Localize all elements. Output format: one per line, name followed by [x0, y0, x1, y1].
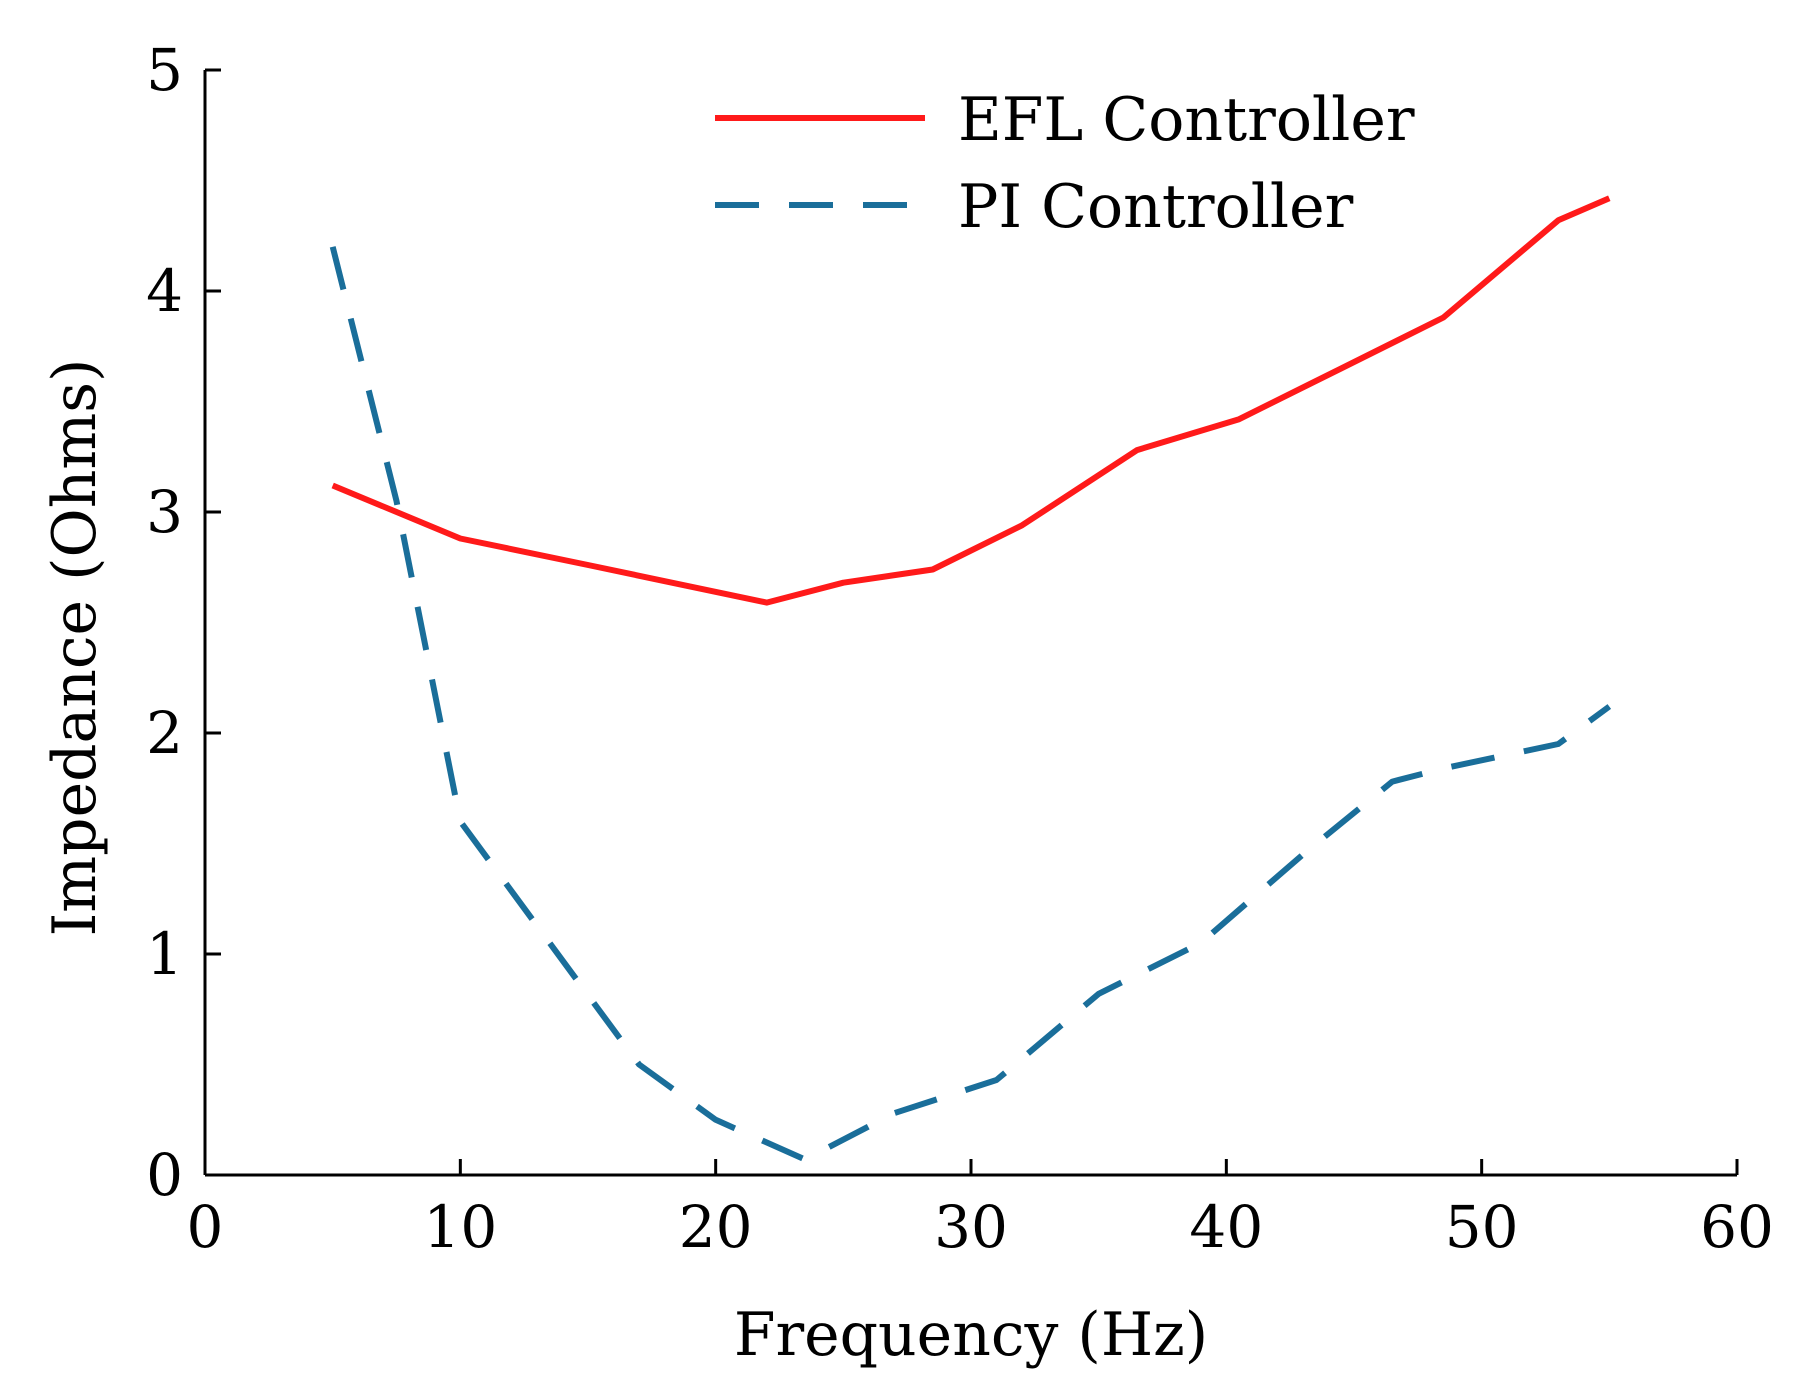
x-tick-label-1: 10: [423, 1193, 497, 1261]
series-line-efl-controller: [331, 195, 1611, 606]
y-tick-label-1: 1: [146, 920, 183, 988]
x-tick-label-4: 40: [1189, 1193, 1263, 1261]
series-layer: [329, 195, 1612, 1163]
y-tick-label-5: 5: [146, 36, 183, 104]
x-tick-label-5: 50: [1445, 1193, 1519, 1261]
x-tick-label-0: 0: [187, 1193, 224, 1261]
x-tick-label-3: 30: [934, 1193, 1008, 1261]
y-tick-label-4: 4: [146, 257, 183, 325]
y-tick-label-3: 3: [146, 478, 183, 546]
axes: 0 10 20 30 40 50 60 0 1 2 3 4 5: [146, 36, 1774, 1261]
legend-label-pi-controller: PI Controller: [958, 172, 1354, 242]
x-tick-label-6: 60: [1700, 1193, 1774, 1261]
x-tick-label-2: 20: [679, 1193, 753, 1261]
legend-label-efl-controller: EFL Controller: [958, 85, 1415, 155]
legend: EFL Controller PI Controller: [715, 85, 1415, 242]
y-tick-label-2: 2: [146, 699, 183, 767]
series-line-pi-controller: [329, 246, 1612, 1163]
y-tick-label-0: 0: [146, 1141, 183, 1209]
x-axis-title: Frequency (Hz): [734, 1300, 1208, 1370]
y-axis-title: Impedance (Ohms): [40, 359, 110, 937]
